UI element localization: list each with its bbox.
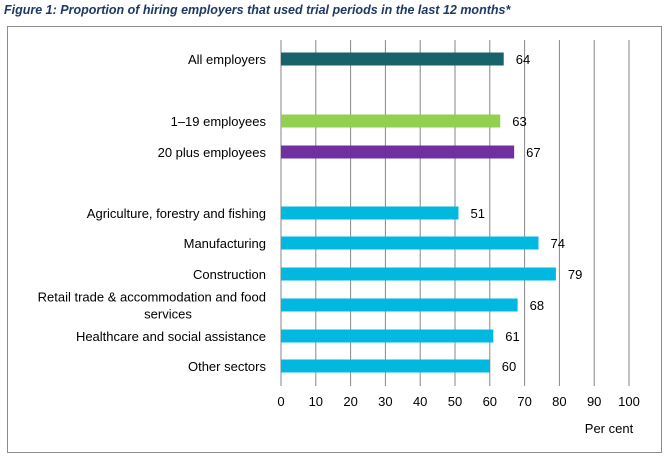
bar bbox=[281, 145, 515, 159]
data-label: 61 bbox=[505, 329, 519, 344]
bar bbox=[281, 206, 459, 220]
category-label: Manufacturing bbox=[184, 236, 266, 251]
data-label: 68 bbox=[530, 298, 544, 313]
category-label: Retail trade & accommodation and food ser… bbox=[38, 290, 266, 322]
x-tick-label: 80 bbox=[552, 394, 566, 409]
bar bbox=[281, 114, 501, 128]
category-label-line: Retail trade & accommodation and food bbox=[38, 290, 266, 305]
category-label: 20 plus employees bbox=[158, 145, 267, 160]
category-label-line: Healthcare and social assistance bbox=[76, 329, 266, 344]
category-label-line: 20 plus employees bbox=[158, 145, 267, 160]
data-label: 74 bbox=[551, 236, 565, 251]
x-tick-label: 20 bbox=[343, 394, 357, 409]
bar bbox=[281, 52, 504, 66]
figure-caption: Figure 1: Proportion of hiring employers… bbox=[4, 3, 511, 17]
category-label-line: All employers bbox=[188, 52, 267, 67]
category-label-line: Other sectors bbox=[188, 359, 267, 374]
category-label: Construction bbox=[193, 267, 266, 282]
bar bbox=[281, 359, 490, 373]
data-label: 79 bbox=[568, 267, 582, 282]
x-tick-label: 0 bbox=[277, 394, 284, 409]
bar bbox=[281, 298, 518, 312]
category-label: Other sectors bbox=[188, 359, 267, 374]
data-label: 63 bbox=[512, 114, 526, 129]
category-label: Agriculture, forestry and fishing bbox=[87, 206, 266, 221]
data-label: 67 bbox=[526, 145, 540, 160]
x-axis-title: Per cent bbox=[585, 421, 634, 436]
chart-frame bbox=[7, 26, 662, 453]
x-tick-label: 40 bbox=[413, 394, 427, 409]
category-label: Healthcare and social assistance bbox=[76, 329, 266, 344]
data-label: 51 bbox=[470, 206, 484, 221]
category-label: All employers bbox=[188, 52, 267, 67]
category-label: 1–19 employees bbox=[171, 114, 267, 129]
bar bbox=[281, 236, 539, 250]
data-label: 60 bbox=[502, 359, 516, 374]
category-label-line: 1–19 employees bbox=[171, 114, 267, 129]
data-label: 64 bbox=[516, 52, 530, 67]
x-tick-label: 50 bbox=[448, 394, 462, 409]
x-tick-label: 60 bbox=[483, 394, 497, 409]
category-label-line: Agriculture, forestry and fishing bbox=[87, 206, 266, 221]
x-tick-label: 10 bbox=[309, 394, 323, 409]
x-tick-label: 70 bbox=[517, 394, 531, 409]
x-tick-label: 90 bbox=[587, 394, 601, 409]
category-label-line: Manufacturing bbox=[184, 236, 266, 251]
x-tick-label: 30 bbox=[378, 394, 392, 409]
x-tick-label: 100 bbox=[618, 394, 640, 409]
category-label-line: services bbox=[144, 307, 192, 322]
bar bbox=[281, 267, 556, 281]
category-label-line: Construction bbox=[193, 267, 266, 282]
bar bbox=[281, 329, 494, 343]
